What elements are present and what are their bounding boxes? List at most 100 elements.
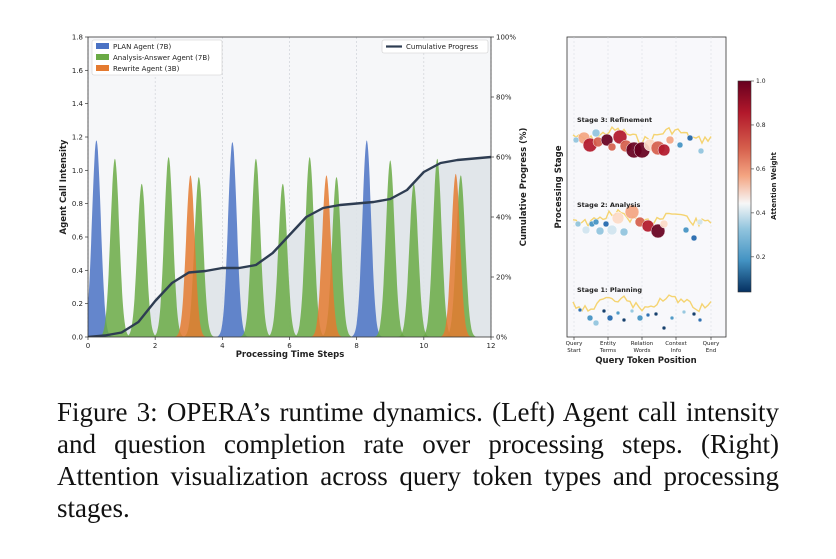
attention-wave (572, 294, 712, 313)
attention-dot (690, 234, 698, 242)
right-x-tick-label: Start (567, 348, 581, 354)
peak-analysis (181, 177, 217, 337)
colorbar-tick-label: 0.6 (756, 166, 766, 173)
y-tick-label: 0.2 (72, 300, 83, 308)
right-x-ticks: QueryStartEntityTermsRelationWordsContex… (566, 337, 720, 354)
y2-tick-label: 0% (496, 334, 507, 342)
y-tick-label: 1.2 (72, 134, 83, 142)
peak-rewrite (438, 173, 474, 337)
y-tick-label: 0.8 (72, 200, 83, 208)
attention-dot (682, 226, 690, 234)
attention-dot (592, 319, 600, 327)
colorbar-tick-label: 1.0 (756, 78, 766, 85)
right-plot-area (566, 36, 727, 338)
figure-3: 0 2 4 6 8 10 12 0.0 0.2 0.4 0.6 0.8 1.0 1.2 1.4 1.6 1.8… (59, 34, 778, 367)
legend-swatch-analysis (96, 54, 109, 60)
peak-analysis (292, 157, 328, 337)
peak-analysis (396, 183, 432, 337)
attention-dot (645, 312, 651, 318)
peak-analysis (151, 157, 187, 337)
left-y2-label: Cumulative Progress (%) (519, 128, 529, 247)
legend-label-rewrite: Rewrite Agent (3B) (113, 65, 180, 73)
attention-dot (653, 311, 659, 317)
peak-analysis (419, 158, 455, 337)
y-tick-label: 1.6 (72, 67, 84, 75)
left-y2-ticks: 0% 20% 40% 60% 80% 100% (491, 34, 516, 342)
attention-dot (572, 136, 580, 144)
attention-dot (691, 311, 697, 317)
attention-dot (621, 317, 627, 323)
left-x-label: Processing Time Steps (236, 350, 345, 360)
legend-label-plan: PLAN Agent (7B) (113, 43, 171, 51)
progress-legend: Cumulative Progress (381, 39, 489, 54)
attention-dot (619, 227, 629, 237)
y-tick-label: 1.0 (72, 167, 83, 175)
attention-dot (592, 218, 600, 226)
peak-analysis (265, 183, 301, 337)
peak-analysis (97, 158, 133, 337)
attention-dot (676, 141, 684, 149)
right-x-tick-label: Words (633, 348, 650, 354)
right-x-tick-label: Query (703, 341, 720, 347)
right-x-tick-label: Context (665, 341, 687, 347)
attention-dot (681, 309, 687, 315)
left-y-label: Agent Call Intensity (59, 139, 69, 234)
peak-analysis (319, 177, 354, 337)
progress-legend-box (381, 39, 489, 54)
peak-rewrite (309, 175, 344, 337)
right-chart: Stage 3: Refinement Stage 2: Analysis St… (554, 36, 778, 366)
left-y-ticks: 0.0 0.2 0.4 0.6 0.8 1.0 1.2 1.4 1.6 1.8 (72, 34, 88, 342)
left-x-ticks: 0 2 4 6 8 10 12 (86, 337, 495, 350)
attention-dot (577, 307, 583, 313)
attention-dots (572, 128, 705, 331)
agent-legend-box (91, 39, 223, 76)
attention-dot (636, 314, 644, 322)
figure-caption: Figure 3: OPERA’s runtime dynamics. (Lef… (57, 397, 779, 523)
legend-label-analysis: Analysis-Answer Agent (7B) (113, 54, 210, 62)
attention-dot (602, 220, 610, 228)
y-tick-label: 1.4 (72, 100, 84, 108)
y-tick-label: 1.8 (72, 34, 83, 42)
right-x-tick-label: Info (671, 348, 682, 354)
attention-dot (697, 317, 703, 323)
attention-dot (624, 204, 640, 220)
left-chart: 0 2 4 6 8 10 12 0.0 0.2 0.4 0.6 0.8 1.0 1.2 1.4 1.6 1.8… (59, 34, 529, 361)
peak-plan (349, 140, 385, 337)
colorbar-tick-label: 0.4 (756, 210, 766, 217)
y2-tick-label: 40% (496, 214, 512, 222)
attention-dot (629, 308, 635, 314)
attention-dot (686, 134, 694, 142)
right-x-tick-label: End (706, 348, 716, 354)
stage-label-refinement: Stage 3: Refinement (577, 116, 652, 124)
peak-plan (88, 140, 114, 337)
legend-swatch-plan (96, 43, 109, 49)
attention-dot (650, 223, 666, 239)
attention-dot (606, 314, 614, 322)
x-tick-label: 4 (220, 342, 225, 350)
right-x-tick-label: Terms (599, 348, 616, 354)
attention-dot (659, 219, 669, 229)
attention-dot (661, 325, 667, 331)
x-tick-label: 8 (354, 342, 358, 350)
y-tick-label: 0.6 (72, 234, 84, 242)
peak-analysis (238, 158, 274, 337)
y2-tick-label: 60% (496, 154, 512, 162)
peak-plan (214, 142, 250, 337)
colorbar-tick-label: 0.8 (756, 122, 766, 129)
agent-legend: PLAN Agent (7B) Analysis-Answer Agent (7… (91, 39, 223, 76)
attention-dot (607, 142, 617, 152)
attention-dot (665, 135, 675, 145)
x-tick-label: 6 (287, 342, 292, 350)
y2-tick-label: 80% (496, 94, 512, 102)
attention-dot (595, 226, 605, 236)
colorbar-ticks: 0.2 0.4 0.6 0.8 1.0 (751, 78, 766, 261)
right-x-label: Query Token Position (595, 356, 696, 366)
attention-dot (606, 224, 618, 236)
peak-analysis (124, 183, 160, 337)
attention-dot (586, 314, 594, 322)
colorbar-label: Attention Weight (770, 151, 778, 219)
attention-dot (581, 225, 591, 235)
colorbar-tick-label: 0.2 (756, 254, 766, 261)
progress-line-group (88, 155, 491, 337)
peak-analysis (372, 160, 408, 337)
